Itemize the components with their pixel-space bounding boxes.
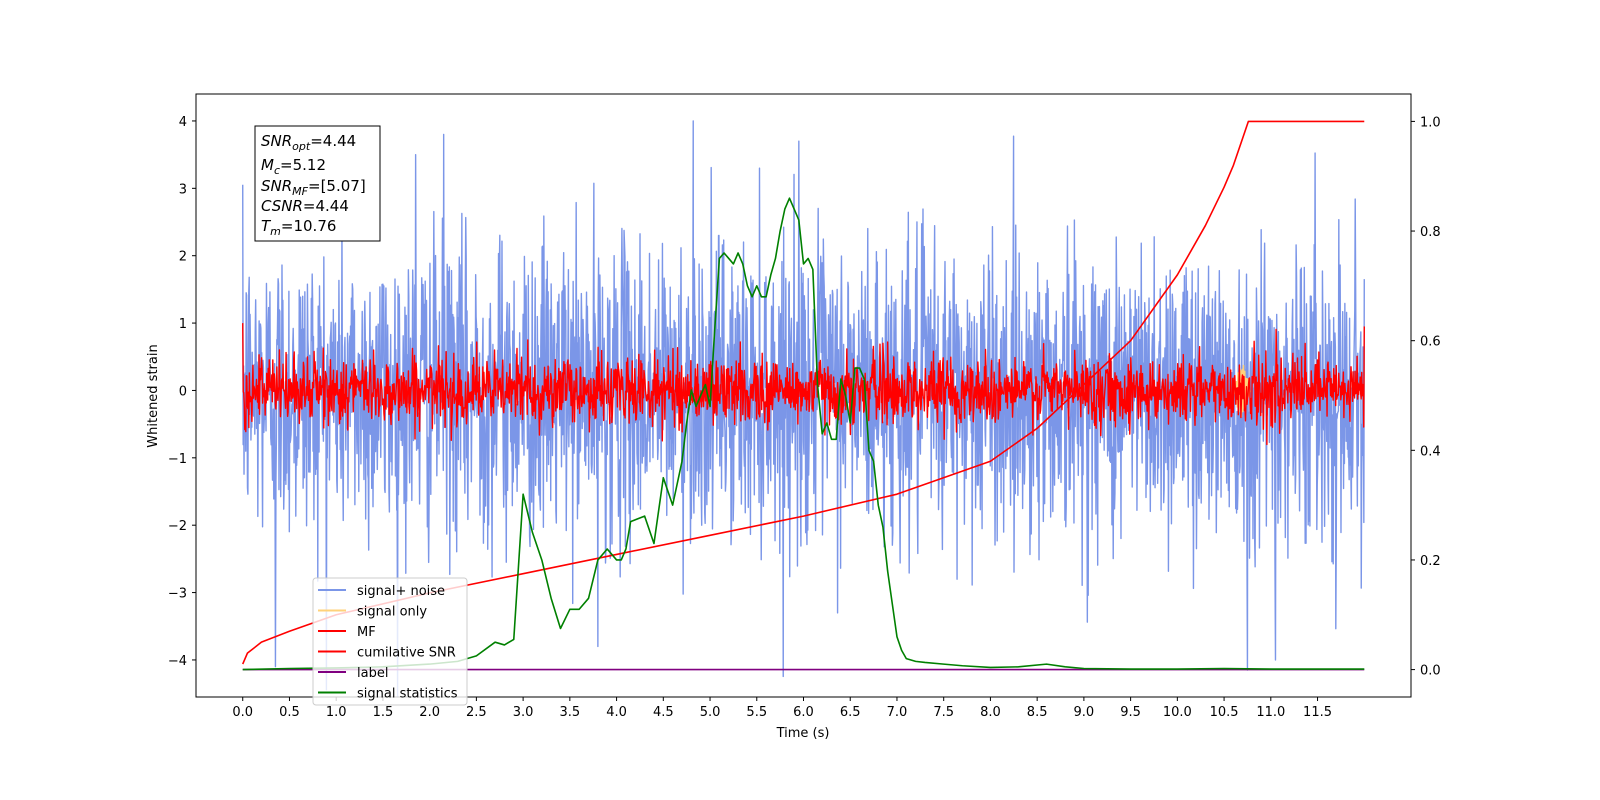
y-tick-label: 4 bbox=[179, 115, 187, 130]
y-tick-label: −2 bbox=[168, 519, 187, 534]
info-mc: Mc=5.12 bbox=[261, 156, 326, 177]
x-tick-label: 9.5 bbox=[1120, 705, 1141, 720]
x-tick-label: 4.0 bbox=[606, 705, 627, 720]
y-tick-label: 3 bbox=[179, 182, 187, 197]
x-tick-label: 7.5 bbox=[933, 705, 954, 720]
series-signal-statistics-line bbox=[242, 197, 1365, 671]
legend-entries: signal+ noise signal only MF cumilative SNR… bbox=[318, 584, 458, 702]
axes-layer: 0.0 0.5 1.0 1.5 2.0 2.5 3.0 3.5 4.0 4.5 5.0 5.5 6.0 6… bbox=[168, 115, 1441, 720]
legend-label-mf: MF bbox=[357, 625, 376, 640]
y-tick-label: 2 bbox=[179, 250, 187, 265]
x-tick-label: 0.0 bbox=[232, 705, 253, 720]
info-box-frame bbox=[254, 125, 381, 242]
y-tick-label: −1 bbox=[168, 452, 187, 467]
y-axis-label: Whitened strain bbox=[146, 344, 161, 447]
y2-tick-label: 0.6 bbox=[1420, 335, 1441, 350]
y2-tick-label: 1.0 bbox=[1420, 115, 1441, 130]
info-tm: Tm=10.76 bbox=[261, 217, 336, 238]
y2-tick-label: 0.4 bbox=[1420, 444, 1441, 459]
y-tick-label: −4 bbox=[168, 654, 187, 669]
info-box: SNRopt=4.44 Mc=5.12 SNRMF=[5.07] CSNR=4.… bbox=[254, 125, 381, 242]
legend-label-signal-statistics: signal statistics bbox=[357, 687, 458, 702]
x-tick-label: 6.0 bbox=[793, 705, 814, 720]
x-tick-label: 5.0 bbox=[700, 705, 721, 720]
info-snr-mf: SNRMF=[5.07] bbox=[261, 177, 366, 198]
series-signal-noise-line bbox=[242, 120, 1365, 698]
x-tick-label: 8.5 bbox=[1027, 705, 1048, 720]
y-tick-label: −3 bbox=[168, 587, 187, 602]
legend-frame bbox=[312, 577, 468, 706]
x-tick-label: 9.0 bbox=[1074, 705, 1095, 720]
x-tick-label: 10.0 bbox=[1163, 705, 1192, 720]
x-tick-label: 3.5 bbox=[560, 705, 581, 720]
x-tick-label: 1.5 bbox=[373, 705, 394, 720]
series-mf-line bbox=[242, 323, 1365, 446]
y-tick-label: 0 bbox=[179, 384, 187, 399]
y2-tick-label: 0.0 bbox=[1420, 664, 1441, 679]
legend-label-cumilative-snr: cumilative SNR bbox=[357, 646, 456, 661]
x-tick-label: 3.0 bbox=[513, 705, 534, 720]
x-tick-label: 6.5 bbox=[840, 705, 861, 720]
x-tick-label: 5.5 bbox=[746, 705, 767, 720]
info-snr-opt: SNRopt=4.44 bbox=[261, 132, 356, 153]
x-tick-label: 8.0 bbox=[980, 705, 1001, 720]
x-tick-label: 2.5 bbox=[466, 705, 487, 720]
legend-label-label: label bbox=[357, 666, 388, 681]
legend-label-signal-only: signal only bbox=[357, 605, 427, 620]
legend: signal+ noise signal only MF cumilative SNR… bbox=[312, 577, 468, 706]
y-tick-label: 1 bbox=[179, 317, 187, 332]
x-axis-label: Time (s) bbox=[776, 726, 830, 741]
x-tick-label: 11.5 bbox=[1303, 705, 1332, 720]
x-tick-label: 2.0 bbox=[419, 705, 440, 720]
x-tick-label: 7.0 bbox=[887, 705, 908, 720]
info-csnr: CSNR=4.44 bbox=[261, 197, 349, 215]
x-tick-label: 1.0 bbox=[326, 705, 347, 720]
legend-label-signal-noise: signal+ noise bbox=[357, 584, 445, 599]
x-tick-label: 11.0 bbox=[1256, 705, 1285, 720]
x-tick-label: 0.5 bbox=[279, 705, 300, 720]
y2-tick-label: 0.8 bbox=[1420, 225, 1441, 240]
x-tick-label: 10.5 bbox=[1210, 705, 1239, 720]
y2-tick-label: 0.2 bbox=[1420, 554, 1441, 569]
x-tick-label: 4.5 bbox=[653, 705, 674, 720]
